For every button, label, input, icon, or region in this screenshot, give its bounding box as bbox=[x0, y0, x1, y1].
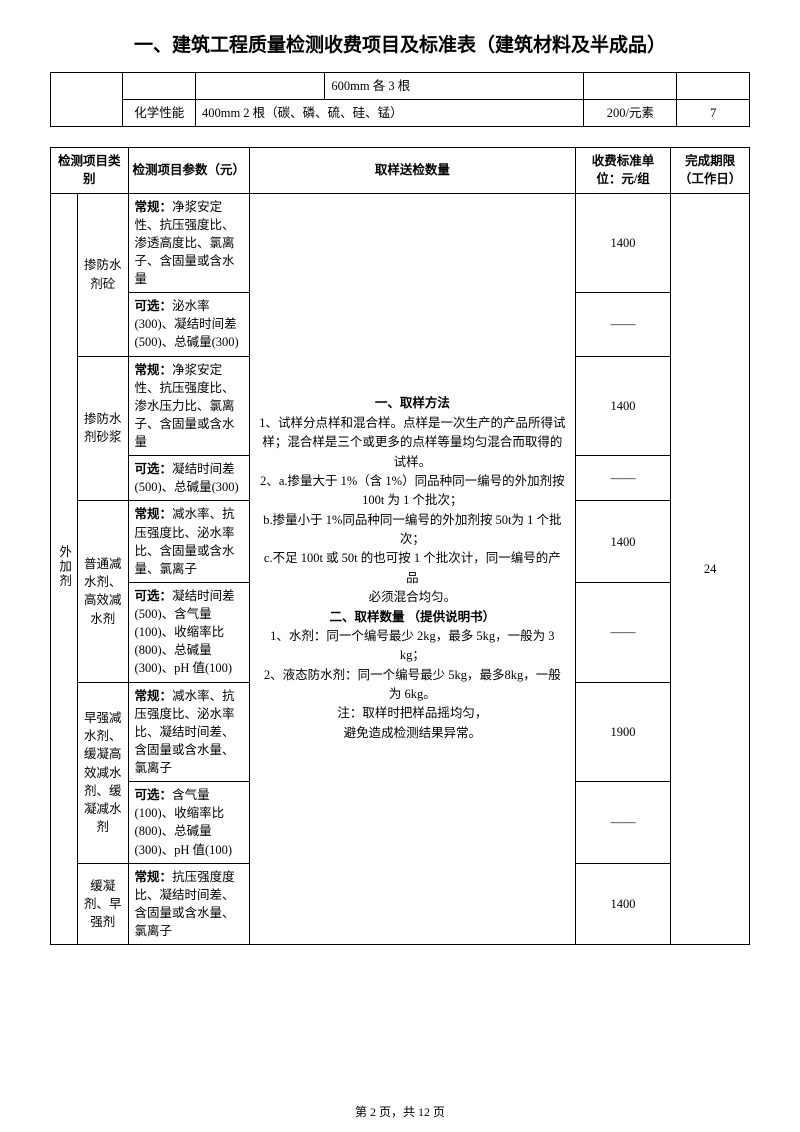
main-table: 检测项目类别 检测项目参数（元） 取样送检数量 收费标准单位：元/组 完成期限（… bbox=[50, 147, 750, 945]
fee-cell: 1900 bbox=[575, 682, 671, 782]
subcategory-cell: 早强减水剂、缓凝高效减水剂、缓凝减水剂 bbox=[77, 682, 128, 863]
param-cell: 可选：凝结时间差(500)、含气量(100)、收缩率比(800)、总碱量(300… bbox=[128, 582, 249, 682]
subcategory-cell: 掺防水剂砂浆 bbox=[77, 356, 128, 501]
cell: 化学性能 bbox=[123, 100, 195, 127]
deadline-cell: 24 bbox=[671, 193, 750, 945]
fee-cell: 1400 bbox=[575, 193, 671, 293]
subcategory-cell: 掺防水剂砼 bbox=[77, 193, 128, 356]
param-cell: 常规：抗压强度度比、凝结时间差、含固量或含水量、氯离子 bbox=[128, 863, 249, 945]
fee-cell: 1400 bbox=[575, 863, 671, 945]
param-cell: 常规：净浆安定性、抗压强度比、渗透高度比、氯离子、含固量或含水量 bbox=[128, 193, 249, 293]
header-cell: 完成期限（工作日） bbox=[671, 148, 750, 193]
param-cell: 常规：净浆安定性、抗压强度比、渗水压力比、氯离子、含固量或含水量 bbox=[128, 356, 249, 456]
subcategory-cell: 缓凝剂、早强剂 bbox=[77, 863, 128, 945]
table-row: 600mm 各 3 根 bbox=[51, 73, 750, 100]
header-cell: 取样送检数量 bbox=[249, 148, 575, 193]
category-cell: 外加剂 bbox=[51, 193, 78, 945]
cell: 400mm 2 根（碳、磷、硫、硅、锰） bbox=[195, 100, 583, 127]
fee-cell: 1400 bbox=[575, 356, 671, 456]
param-cell: 可选：含气量(100)、收缩率比(800)、总碱量(300)、pH 值(100) bbox=[128, 782, 249, 864]
param-cell: 可选：泌水率(300)、凝结时间差(500)、总碱量(300) bbox=[128, 293, 249, 356]
top-fragment-table: 600mm 各 3 根 化学性能 400mm 2 根（碳、磷、硫、硅、锰） 20… bbox=[50, 72, 750, 127]
subcategory-cell: 普通减水剂、高效减水剂 bbox=[77, 501, 128, 682]
table-row: 外加剂 掺防水剂砼 常规：净浆安定性、抗压强度比、渗透高度比、氯离子、含固量或含… bbox=[51, 193, 750, 293]
fee-cell: —— bbox=[575, 582, 671, 682]
page-footer: 第 2 页，共 12 页 bbox=[0, 1103, 800, 1120]
param-cell: 常规：减水率、抗压强度比、泌水率比、凝结时间差、含固量或含水量、氯离子 bbox=[128, 682, 249, 782]
sampling-cell: 一、取样方法 1、试样分点样和混合样。点样是一次生产的产品所得试样；混合样是三个… bbox=[249, 193, 575, 945]
param-cell: 常规：减水率、抗压强度比、泌水率比、含固量或含水量、氯离子 bbox=[128, 501, 249, 583]
header-cell: 检测项目类别 bbox=[51, 148, 129, 193]
fee-cell: —— bbox=[575, 293, 671, 356]
header-cell: 收费标准单位：元/组 bbox=[575, 148, 671, 193]
param-cell: 可选：凝结时间差(500)、总碱量(300) bbox=[128, 456, 249, 501]
cell: 600mm 各 3 根 bbox=[325, 73, 584, 100]
table-header-row: 检测项目类别 检测项目参数（元） 取样送检数量 收费标准单位：元/组 完成期限（… bbox=[51, 148, 750, 193]
fee-cell: 1400 bbox=[575, 501, 671, 583]
page-title: 一、建筑工程质量检测收费项目及标准表（建筑材料及半成品） bbox=[50, 30, 750, 57]
fee-cell: —— bbox=[575, 456, 671, 501]
header-cell: 检测项目参数（元） bbox=[128, 148, 249, 193]
cell: 7 bbox=[677, 100, 750, 127]
cell: 200/元素 bbox=[584, 100, 677, 127]
table-row: 化学性能 400mm 2 根（碳、磷、硫、硅、锰） 200/元素 7 bbox=[51, 100, 750, 127]
fee-cell: —— bbox=[575, 782, 671, 864]
